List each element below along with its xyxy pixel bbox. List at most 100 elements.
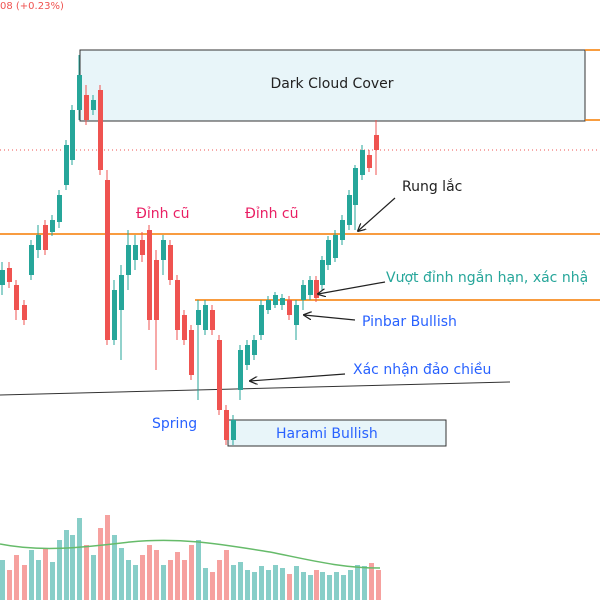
volume-bar [147,545,152,600]
candle [154,260,159,320]
candles [0,55,379,445]
candle [22,305,27,320]
volume-bar [112,535,117,600]
volume-bar [175,552,180,600]
candle [259,305,264,335]
volume-bar [369,563,374,600]
volume-bar [252,572,257,600]
volume-bar [7,570,12,600]
candle [217,340,222,410]
volume-bar [98,528,103,600]
volume-bar [287,574,292,600]
candle [273,295,278,305]
volume-bar [273,565,278,600]
candle [77,75,82,110]
volume-bar [70,535,75,600]
volume-bar [140,555,145,600]
candle [196,310,201,325]
volume-bar [182,560,187,600]
candle [140,240,145,255]
candle [340,220,345,240]
candle [320,260,325,285]
volume-bar [266,570,271,600]
volume-bar [0,560,5,600]
candle [347,195,352,225]
candle [224,410,229,440]
volume-bar [210,572,215,600]
candle [203,305,208,330]
volume-bar [29,550,34,600]
arrow [250,373,346,381]
candle [0,270,5,285]
candle [43,225,48,250]
annotation: Vượt đỉnh ngắn hạn, xác nhậ [386,269,588,286]
candle [36,235,41,250]
candle [252,340,257,355]
volume-bar [341,575,346,600]
candle [280,298,285,305]
annotation: Harami Bullish [276,426,378,442]
candle [231,420,236,440]
candle [7,268,12,282]
candle [161,240,166,260]
price-change: 08 (+0.23%) [0,1,64,12]
volume-bar [36,560,41,600]
candle [294,305,299,325]
candle [29,245,34,275]
candle [147,230,152,320]
annotation: Dark Cloud Cover [270,76,393,92]
volume-bar [238,562,243,600]
candle [126,245,131,275]
annotation: Pinbar Bullish [362,314,457,330]
candle [238,350,243,390]
volume-bar [348,570,353,600]
volume-bar [327,575,332,600]
candle [50,220,55,232]
candle [308,280,313,295]
volume-bar [22,565,27,600]
volume-bar [154,550,159,600]
annotation: Rung lắc [402,178,462,195]
volume-bar [84,545,89,600]
arrow [358,197,396,231]
candle [14,285,19,310]
volume-bar [91,555,96,600]
candle [182,315,187,340]
candle [64,145,69,185]
volume-bar [14,555,19,600]
pattern-box [79,49,586,122]
candle [266,300,271,310]
arrow [304,315,356,321]
volume-bar [196,540,201,600]
trend-line [0,381,511,396]
candle [210,310,215,330]
candle [245,345,250,365]
volume-bar [308,575,313,600]
volume-bar [362,566,367,600]
volume [0,515,381,600]
volume-bar [126,560,131,600]
volume-bar [245,570,250,600]
volume-bar [161,565,166,600]
volume-bar [376,570,381,600]
volume-bar [294,566,299,600]
volume-bar [280,568,285,600]
volume-bar [43,548,48,600]
volume-bar [334,572,339,600]
volume-bar [168,560,173,600]
candle [133,245,138,260]
candle [314,280,319,298]
candle [287,300,292,315]
candle [374,135,379,150]
candle [84,95,89,120]
volume-bar [301,572,306,600]
volume-bar [189,545,194,600]
candle [360,150,365,175]
candle [91,100,96,110]
candle [70,110,75,160]
candle [175,280,180,330]
arrow [318,281,386,294]
volume-bar [217,560,222,600]
volume-bar [64,530,69,600]
